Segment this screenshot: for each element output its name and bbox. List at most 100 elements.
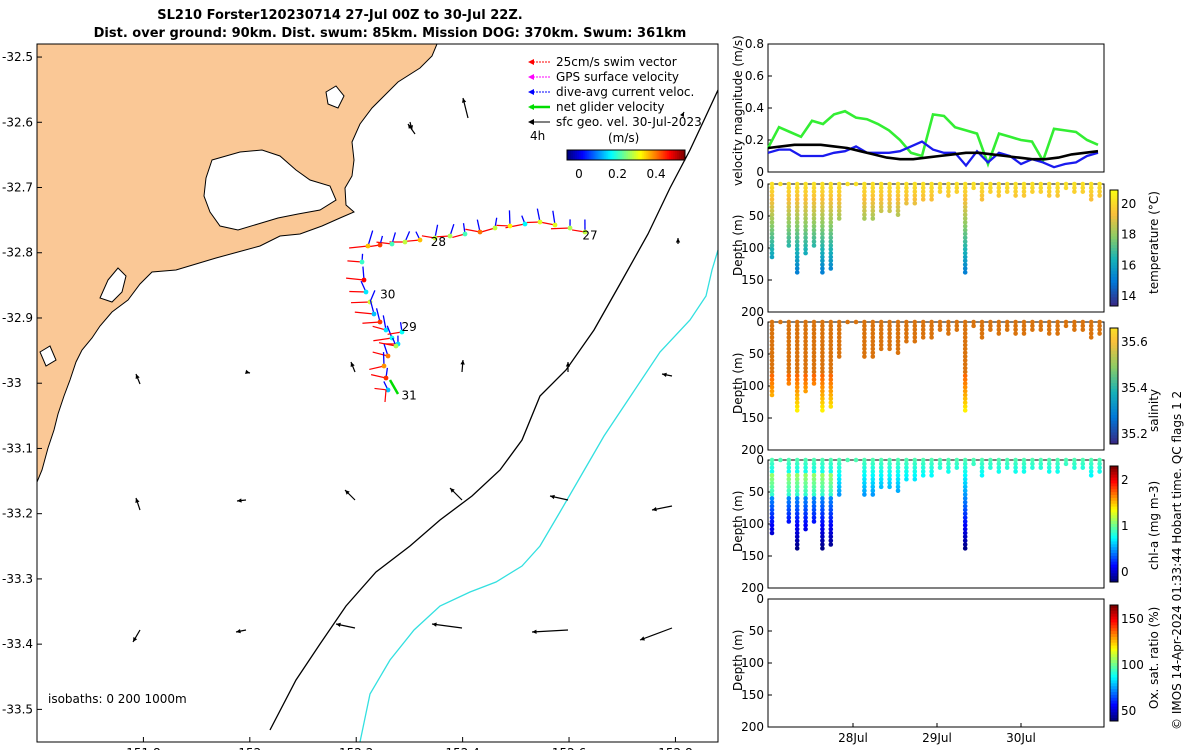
profile-sample <box>895 204 901 210</box>
profile-sample <box>820 350 825 356</box>
depth-tick-label: 150 <box>741 688 764 702</box>
profile-sample <box>811 519 817 524</box>
profile-sample <box>962 254 968 260</box>
profile-sample <box>803 235 808 241</box>
colorbar-segment <box>671 150 674 160</box>
profile-sample <box>828 181 834 187</box>
colorbar-segment <box>570 150 574 160</box>
depth-colorbar-segment <box>1110 441 1118 445</box>
colorbar-frame <box>566 149 686 161</box>
depth-colorbar-segment <box>1110 625 1118 629</box>
profile-sample <box>887 200 892 206</box>
profile-sample <box>862 354 867 359</box>
colorbar-segment <box>588 150 592 160</box>
swim-vector <box>369 365 385 371</box>
depth-tick-label: 150 <box>741 549 764 563</box>
profile-sample <box>870 338 876 344</box>
profile-sample <box>1055 319 1060 325</box>
depth-colorbar-segment <box>1110 362 1118 367</box>
profile-sample <box>828 542 834 547</box>
geo-velocity-arrowhead <box>550 494 555 500</box>
depth-colorbar-segment <box>1110 715 1118 719</box>
profile-sample <box>878 327 884 332</box>
profile-sample <box>803 503 808 509</box>
profile-sample <box>794 266 800 271</box>
profile-sample <box>786 181 792 187</box>
depth-colorbar-segment <box>1110 489 1118 493</box>
profile-sample <box>828 361 834 367</box>
profile-sample <box>870 488 876 494</box>
profile-sample <box>794 231 800 237</box>
profile-sample <box>786 358 792 363</box>
profile-sample <box>794 546 800 551</box>
temperature-frame <box>767 183 1105 313</box>
depth-colorbar-segment <box>1110 207 1118 211</box>
profile-sample <box>904 181 909 187</box>
profile-sample <box>895 335 901 340</box>
swim-vector <box>373 337 393 342</box>
profile-sample <box>870 354 876 359</box>
profile-sample <box>820 546 825 551</box>
colorbar-segment <box>677 150 680 160</box>
profile-sample <box>962 373 968 379</box>
depth-colorbar-segment <box>1110 415 1118 419</box>
geo-velocity-arrowhead <box>461 98 467 103</box>
velocity-ytick-label: 0.2 <box>745 133 764 147</box>
profile-sample <box>828 473 834 478</box>
profile-sample <box>811 476 817 482</box>
swim-vector <box>465 228 481 233</box>
profile-sample <box>1038 461 1044 467</box>
profile-sample <box>946 331 951 336</box>
profile-sample <box>1021 193 1027 198</box>
colorbar-segment <box>600 150 603 160</box>
profile-sample <box>870 212 876 218</box>
profile-sample <box>786 235 792 241</box>
profile-sample <box>811 515 817 520</box>
profile-sample <box>946 461 951 467</box>
lake-small-2 <box>325 85 345 109</box>
profile-sample <box>794 338 800 344</box>
profile-sample <box>946 457 951 463</box>
profile-sample <box>1004 185 1010 191</box>
profile-sample <box>1080 465 1086 470</box>
day-label: 31 <box>401 389 416 403</box>
profile-sample <box>862 204 867 210</box>
profile-sample <box>786 499 792 505</box>
profile-sample <box>887 469 892 474</box>
profile-sample <box>836 488 842 494</box>
depth-colorbar-segment <box>1110 544 1118 548</box>
colorbar-segment <box>616 150 619 160</box>
profile-sample <box>870 346 876 352</box>
profile-sample <box>769 392 775 398</box>
profile-sample <box>820 519 825 524</box>
profile-sample <box>794 327 800 332</box>
velocity-ylabel: velocity magnitude (m/s) <box>731 35 745 186</box>
profile-sample <box>803 338 808 344</box>
depth-colorbar-tick: 2 <box>1121 473 1129 487</box>
profile-sample <box>912 323 918 329</box>
legend-arrowhead <box>528 74 534 80</box>
profile-sample <box>828 327 834 332</box>
profile-sample <box>1080 461 1086 467</box>
profile-sample <box>962 197 968 202</box>
profile-sample <box>962 546 968 551</box>
profile-sample <box>870 484 876 490</box>
depth-colorbar-segment <box>1110 230 1118 234</box>
profile-sample <box>803 526 808 532</box>
depth-colorbar-segment <box>1110 348 1118 352</box>
track-point <box>377 319 383 325</box>
depth-colorbar-segment <box>1110 365 1118 370</box>
profile-sample <box>769 465 775 470</box>
profile-sample <box>828 200 834 206</box>
profile-sample <box>803 480 808 486</box>
profile-sample <box>820 197 825 202</box>
depth-colorbar-segment <box>1110 605 1118 609</box>
profile-sample <box>979 327 985 332</box>
profile-sample <box>979 335 985 340</box>
profile-sample <box>820 189 825 194</box>
colorbar-segment <box>590 150 594 160</box>
profile-sample <box>1046 327 1052 332</box>
profile-sample <box>1088 181 1094 187</box>
profile-sample <box>895 193 901 198</box>
profile-sample <box>962 327 968 332</box>
